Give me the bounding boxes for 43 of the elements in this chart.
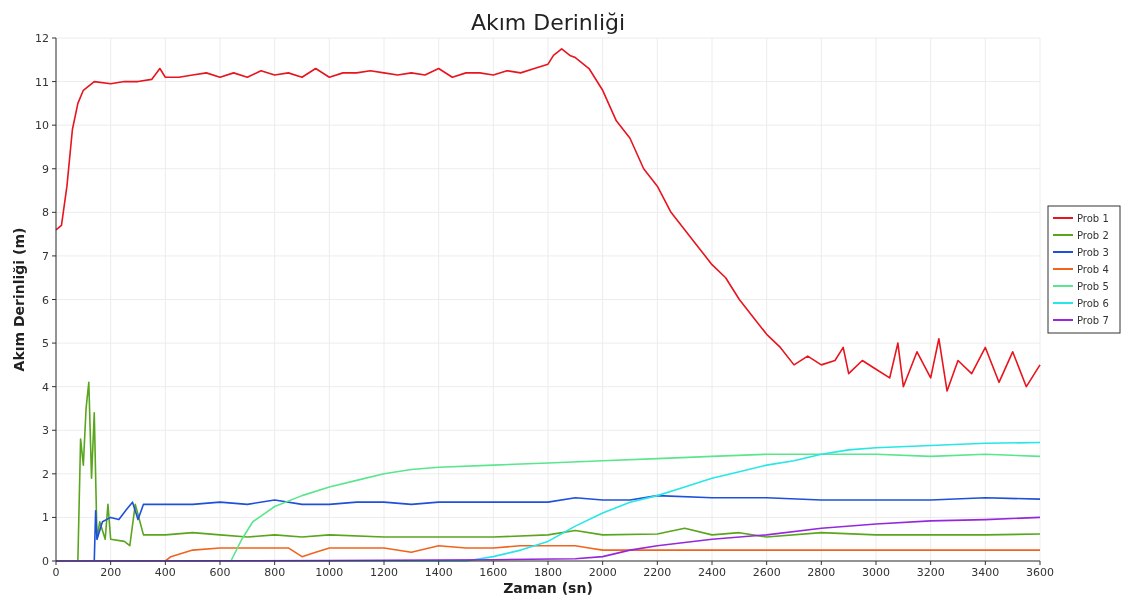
x-tick-label: 2200 [643,566,672,579]
x-axis-title: Zaman (sn) [503,580,593,596]
y-axis-title: Akım Derinliği (m) [11,227,27,372]
y-tick-label: 4 [42,380,49,394]
x-tick-label: 3400 [971,566,1000,579]
chart-title: Akım Derinliği [470,10,626,35]
legend-label: Prob 5 [1077,281,1109,292]
y-tick-label: 6 [42,293,49,307]
y-tick-label: 0 [42,555,49,568]
y-tick-label: 2 [42,467,49,481]
line-series [55,48,1041,392]
legend-label: Prob 6 [1077,298,1109,309]
x-tick-label: 2600 [752,566,781,579]
x-tick-label: 1000 [315,566,344,579]
x-tick-label: 2400 [698,566,726,579]
y-tick-label: 1 [42,511,49,525]
x-tick-label: 600 [209,566,231,579]
y-tick-label: 3 [42,424,49,438]
x-tick-label: 1800 [534,566,562,579]
x-tick-label: 3600 [1026,566,1054,579]
x-tick-label: 0 [52,566,60,579]
x-tick-label: 2800 [807,566,836,579]
y-tick-label: 12 [35,32,49,45]
legend-label: Prob 3 [1077,247,1109,258]
legend-label: Prob 2 [1077,230,1109,241]
y-tick-label: 7 [42,249,49,263]
y-tick-label: 8 [42,206,49,220]
x-tick-label: 2000 [588,566,617,579]
x-tick-label: 1200 [370,566,398,579]
y-tick-label: 11 [35,75,49,89]
x-tick-label: 400 [154,566,176,579]
y-tick-label: 10 [35,119,49,133]
x-tick-label: 3200 [916,566,945,579]
x-tick-label: 800 [264,566,286,579]
x-tick-label: 1400 [424,566,453,579]
y-tick-label: 9 [42,162,49,176]
x-tick-label: 1600 [479,566,508,579]
x-tick-label: 3000 [862,566,890,579]
legend-label: Prob 7 [1077,315,1109,326]
y-tick-label: 5 [42,337,49,351]
x-tick-label: 200 [100,566,122,579]
legend-label: Prob 4 [1077,264,1109,275]
legend-label: Prob 1 [1077,213,1109,224]
